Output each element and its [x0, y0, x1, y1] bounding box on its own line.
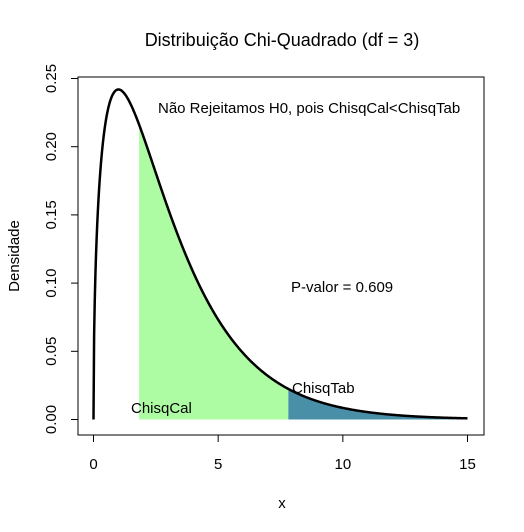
- x-axis-label: x: [278, 495, 286, 512]
- decision-annotation: Não Rejeitamos H0, pois ChisqCal<ChisqTa…: [158, 100, 460, 117]
- shaded-regions: [139, 124, 468, 420]
- x-axis: 0 5 10 15: [89, 434, 476, 473]
- y-tick-label: 0.00: [43, 405, 60, 434]
- y-tick-label: 0.20: [43, 132, 60, 161]
- y-tick-label: 0.10: [43, 268, 60, 297]
- chisq-cal-label: ChisqCal: [131, 400, 192, 417]
- rejection-area: [288, 388, 468, 420]
- p-value-annotation: P-valor = 0.609: [291, 279, 393, 296]
- chart-title: Distribuição Chi-Quadrado (df = 3): [145, 30, 420, 50]
- y-axis: 0.00 0.05 0.10 0.15 0.20 0.25: [43, 64, 79, 434]
- x-tick-label: 15: [459, 456, 476, 473]
- chisq-tab-label: ChisqTab: [292, 380, 355, 397]
- acceptance-area: [139, 124, 289, 420]
- x-tick-label: 5: [214, 456, 222, 473]
- density-curve: [92, 88, 468, 420]
- y-tick-label: 0.15: [43, 200, 60, 229]
- y-tick-label: 0.05: [43, 337, 60, 366]
- y-axis-label: Densidade: [6, 220, 23, 292]
- y-tick-label: 0.25: [43, 64, 60, 93]
- plot-frame: [77, 76, 485, 436]
- x-tick-label: 10: [334, 456, 351, 473]
- x-tick-label: 0: [89, 456, 97, 473]
